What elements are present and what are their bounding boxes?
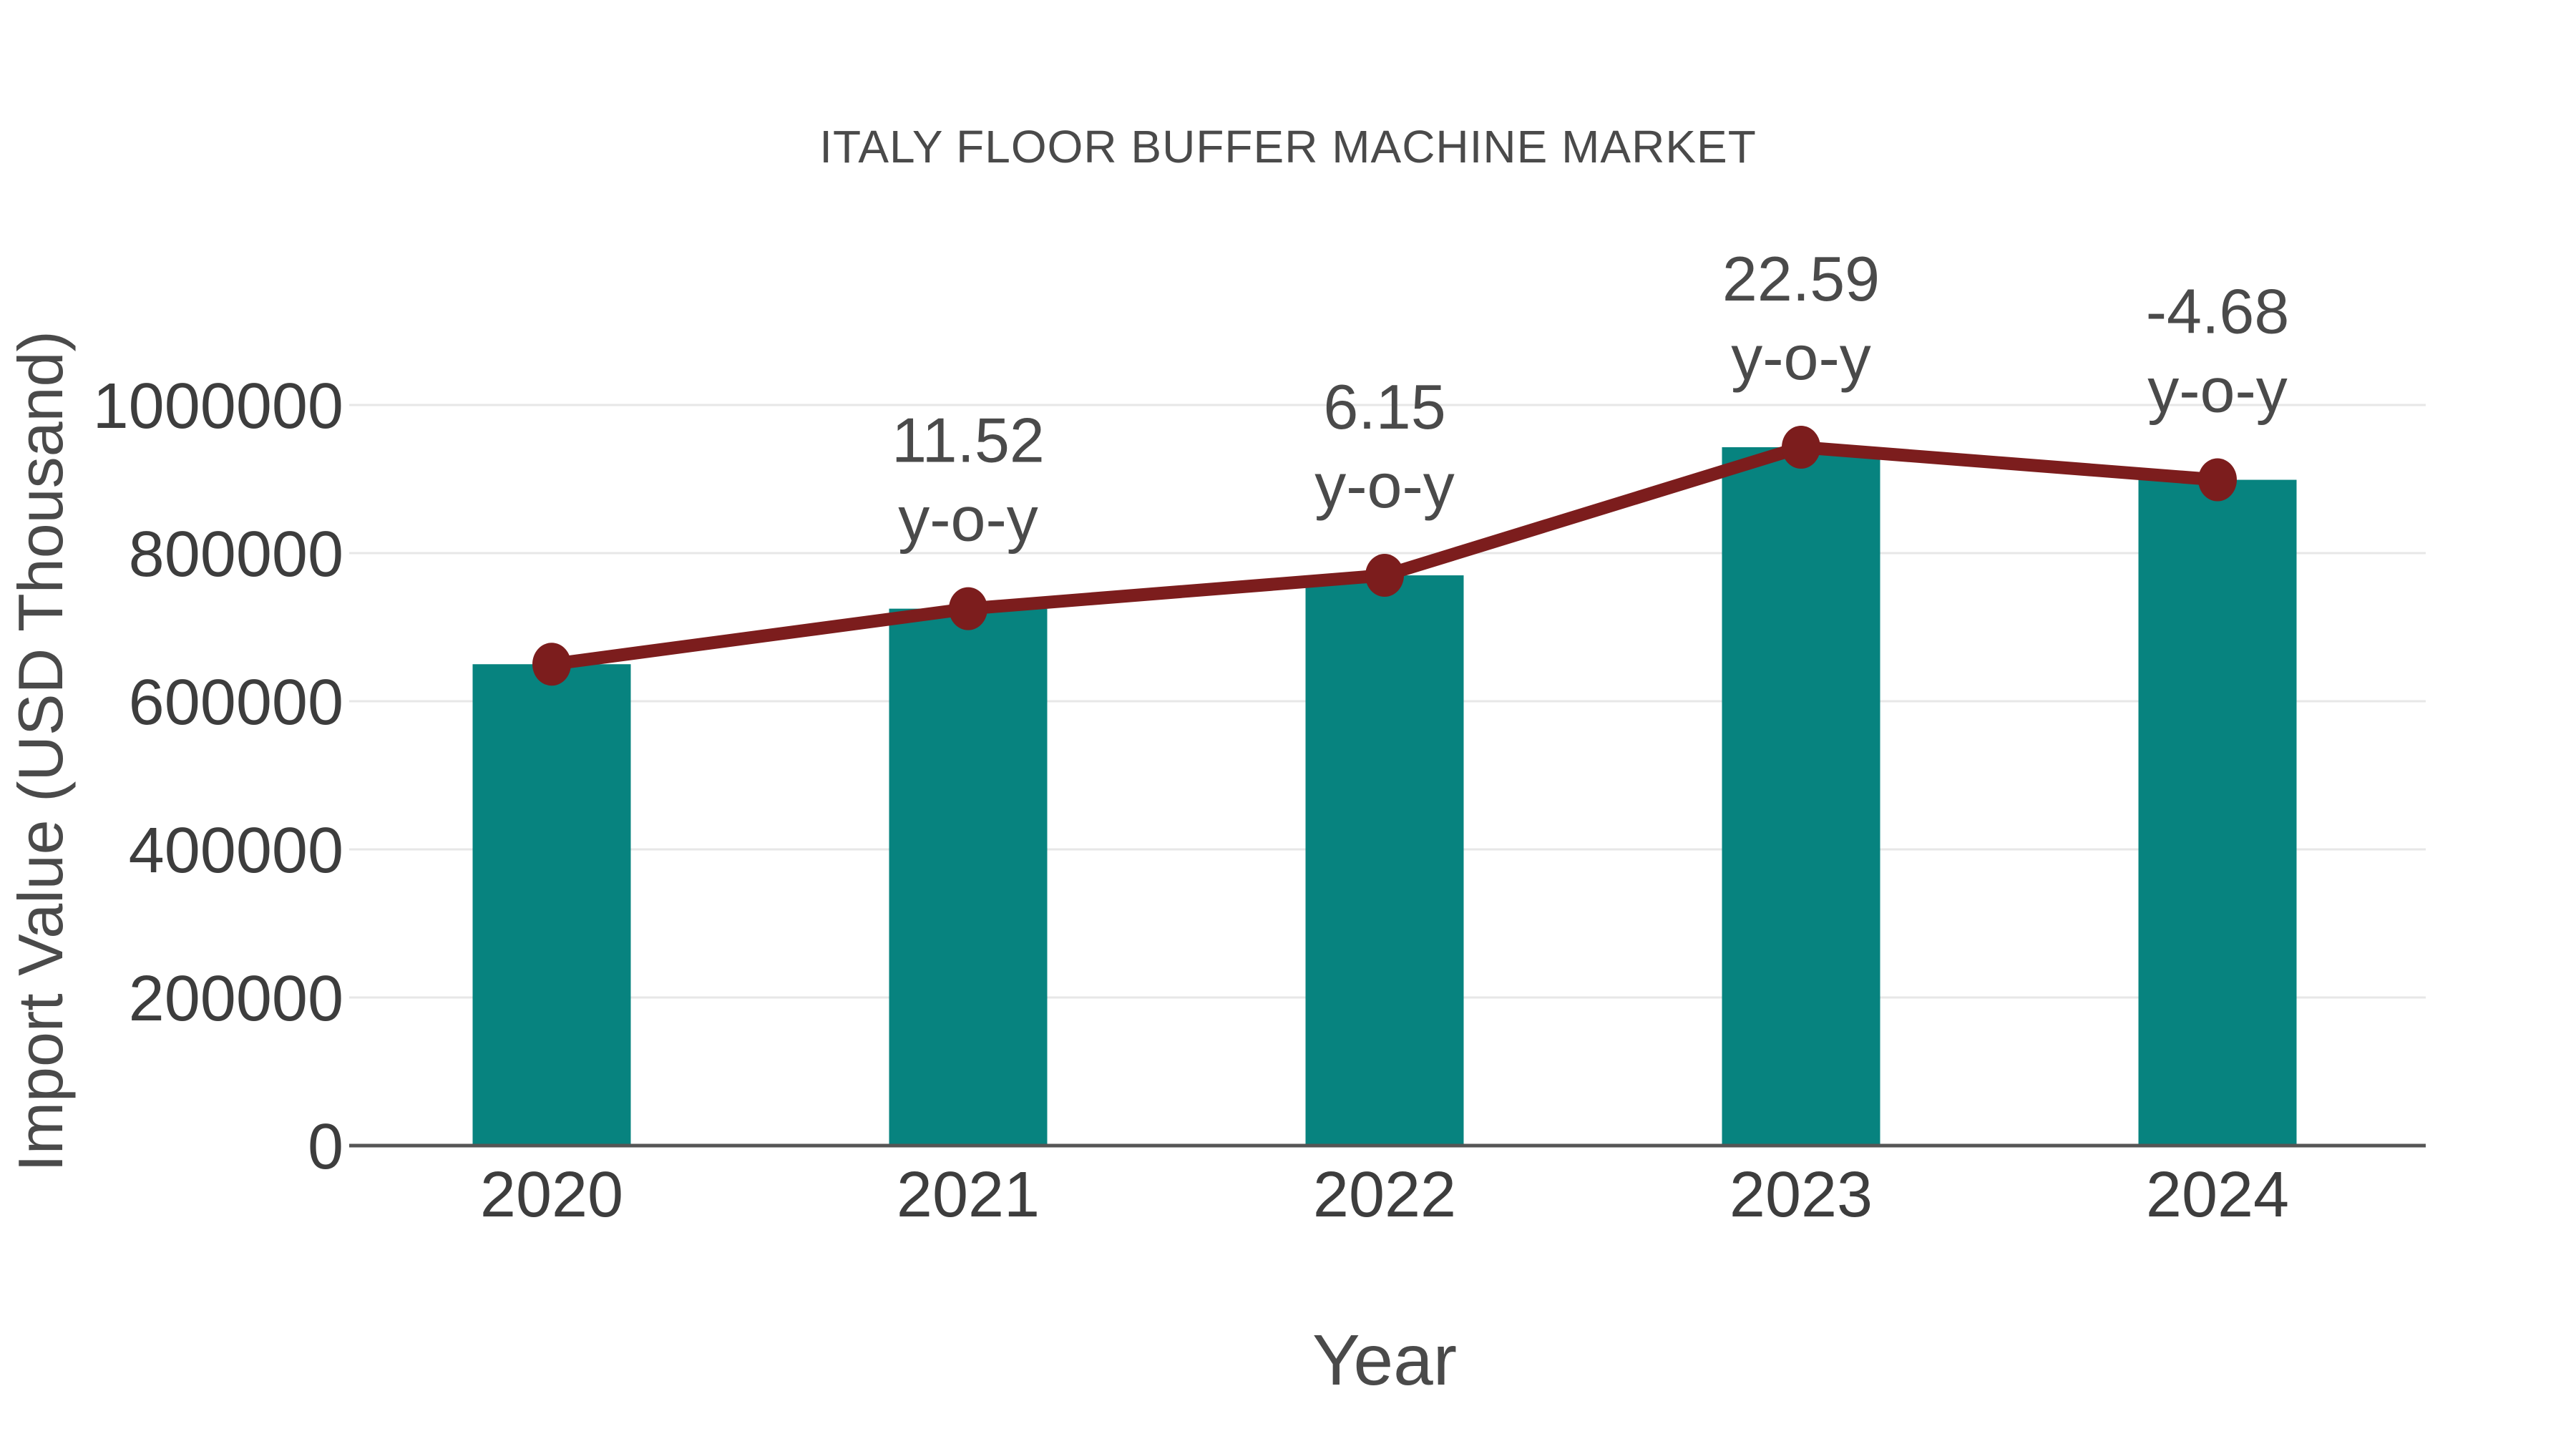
bar-2022 (1305, 575, 1464, 1146)
x-tick-label-2022: 2022 (1313, 1159, 1456, 1231)
annotation-suffix-2024: y-o-y (2147, 355, 2288, 426)
bar-2024 (2138, 479, 2297, 1146)
trend-marker-2023 (1782, 425, 1820, 469)
chart-title: ITALY FLOOR BUFFER MACHINE MARKET (819, 121, 1757, 172)
y-tick-label-0: 0 (308, 1111, 343, 1183)
trend-marker-2024 (2198, 458, 2237, 502)
x-tick-label-2024: 2024 (2146, 1159, 2289, 1231)
trend-marker-2022 (1365, 554, 1404, 597)
bar-2020 (472, 664, 631, 1146)
bar-2021 (889, 608, 1048, 1146)
x-axis-title: Year (1312, 1320, 1458, 1400)
annotation-value-2021: 11.52 (892, 405, 1045, 476)
y-axis-title: Import Value (USD Thousand) (5, 331, 76, 1172)
y-tick-label-200000: 200000 (129, 963, 343, 1035)
x-tick-label-2023: 2023 (1729, 1159, 1873, 1231)
x-tick-label-2021: 2021 (897, 1159, 1040, 1231)
annotation-suffix-2021: y-o-y (898, 484, 1038, 555)
trend-marker-2021 (949, 587, 987, 630)
bar-2023 (1722, 447, 1880, 1146)
y-tick-label-1000000: 1000000 (93, 371, 343, 442)
annotation-value-2024: -4.68 (2146, 276, 2290, 347)
annotation-value-2023: 22.59 (1722, 243, 1880, 314)
annotation-suffix-2022: y-o-y (1314, 450, 1455, 521)
annotation-value-2022: 6.15 (1323, 371, 1445, 442)
x-tick-label-2020: 2020 (480, 1159, 623, 1231)
annotation-suffix-2023: y-o-y (1731, 322, 1871, 393)
y-tick-label-800000: 800000 (129, 519, 343, 590)
y-tick-label-600000: 600000 (129, 667, 343, 738)
trend-marker-2020 (532, 643, 571, 686)
y-tick-label-400000: 400000 (129, 815, 343, 887)
